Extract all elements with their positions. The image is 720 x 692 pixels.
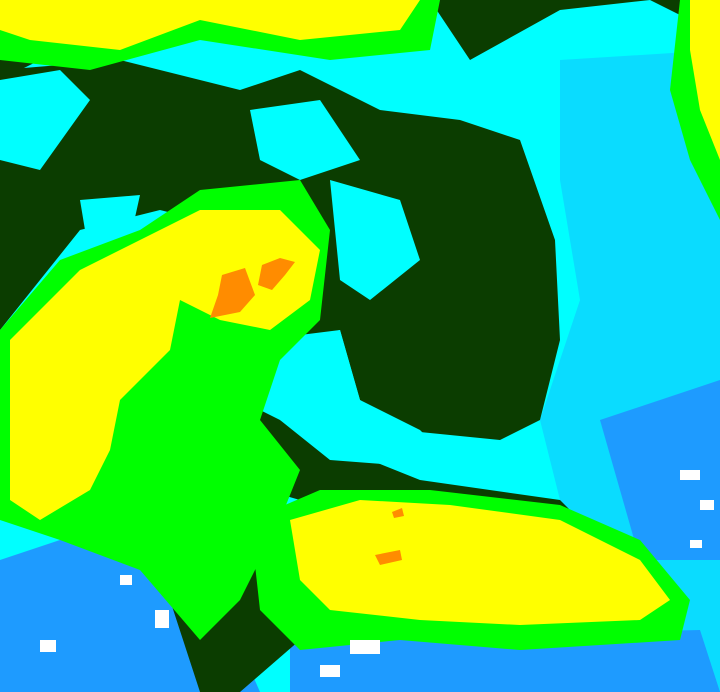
orange-cloud-tops	[210, 258, 404, 565]
white-speckles	[40, 470, 714, 677]
blue-speckle-region	[0, 50, 720, 692]
cyan-patches	[0, 70, 460, 470]
